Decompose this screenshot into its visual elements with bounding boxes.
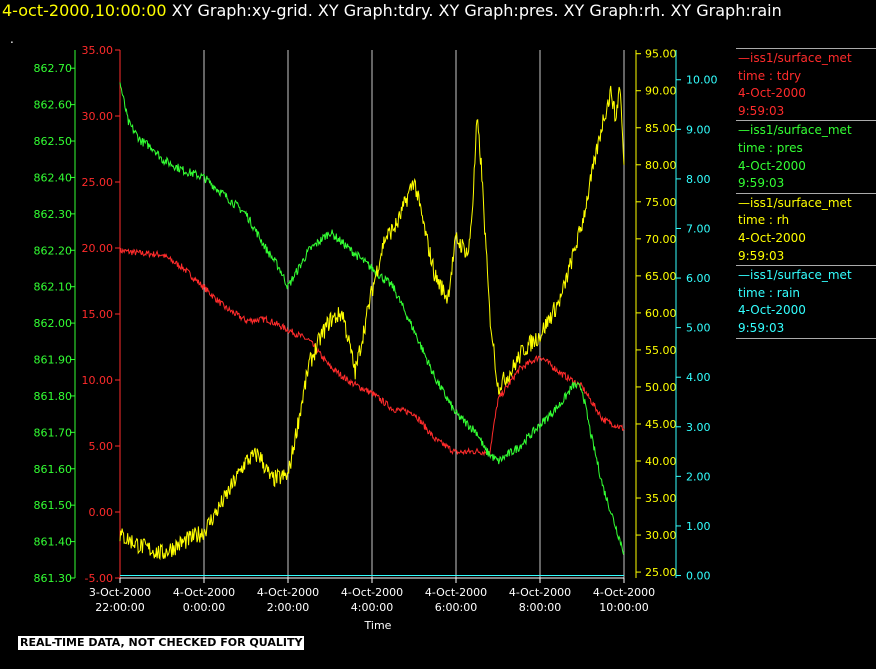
legend-name: —iss1/surface_met xyxy=(738,195,852,210)
x-tick-label-date: 3-Oct-2000 xyxy=(89,586,151,599)
pres-tick-label: 862.50 xyxy=(34,135,73,148)
tdry-tick-label: 0.00 xyxy=(89,506,114,519)
rain-tick-label: 0.00 xyxy=(686,570,711,583)
pres-tick-label: 862.00 xyxy=(34,317,73,330)
pres-tick-label: 862.60 xyxy=(34,99,73,112)
rh-tick-label: 75.00 xyxy=(645,196,677,209)
legend-date: 4-Oct-2000 xyxy=(738,86,806,101)
x-tick-label-time: 0:00:00 xyxy=(183,601,225,614)
pres-tick-label: 861.60 xyxy=(34,463,73,476)
x-tick-label-date: 4-Oct-2000 xyxy=(341,586,403,599)
tdry-tick-label: 10.00 xyxy=(82,374,114,387)
rh-tick-label: 85.00 xyxy=(645,122,677,135)
pres-tick-label: 861.30 xyxy=(34,572,73,585)
rh-tick-label: 55.00 xyxy=(645,344,677,357)
rh-tick-label: 65.00 xyxy=(645,270,677,283)
series-line-tdry xyxy=(119,247,625,457)
pres-tick-label: 862.40 xyxy=(34,171,73,184)
rain-tick-label: 4.00 xyxy=(686,371,711,384)
legend-date: 4-Oct-2000 xyxy=(738,230,806,245)
rain-tick-label: 6.00 xyxy=(686,272,711,285)
rh-tick-label: 45.00 xyxy=(645,418,677,431)
pres-tick-label: 862.70 xyxy=(34,62,73,75)
title-graph-list: XY Graph:xy-grid. XY Graph:tdry. XY Grap… xyxy=(171,1,782,20)
rh-tick-label: 25.00 xyxy=(645,566,677,579)
rh-tick-label: 35.00 xyxy=(645,492,677,505)
rain-tick-label: 9.00 xyxy=(686,123,711,136)
x-tick-label-date: 4-Oct-2000 xyxy=(509,586,571,599)
legend: —iss1/surface_met time : tdry 4-Oct-2000 9:… xyxy=(736,48,876,340)
legend-time: 9:59:03 xyxy=(738,103,785,118)
x-tick-label-time: 6:00:00 xyxy=(435,601,477,614)
legend-var: time : rh xyxy=(738,213,790,228)
legend-var: time : tdry xyxy=(738,68,802,83)
pres-tick-label: 861.40 xyxy=(34,536,73,549)
legend-var: time : rain xyxy=(738,285,801,300)
rh-tick-label: 40.00 xyxy=(645,455,677,468)
title-dot: . xyxy=(10,32,14,46)
window-title: 4-oct-2000,10:00:00 XY Graph:xy-grid. XY… xyxy=(2,1,782,20)
legend-time: 9:59:03 xyxy=(738,320,785,335)
tdry-tick-label: 5.00 xyxy=(89,440,114,453)
x-tick-label-time: 22:00:00 xyxy=(95,601,144,614)
rain-tick-label: 5.00 xyxy=(686,322,711,335)
rain-tick-label: 10.00 xyxy=(686,74,718,87)
rh-tick-label: 60.00 xyxy=(645,307,677,320)
rh-tick-label: 70.00 xyxy=(645,233,677,246)
pres-tick-label: 861.80 xyxy=(34,390,73,403)
legend-name: —iss1/surface_met xyxy=(738,123,852,138)
rh-tick-label: 50.00 xyxy=(645,381,677,394)
legend-date: 4-Oct-2000 xyxy=(738,303,806,318)
pres-tick-label: 861.70 xyxy=(34,426,73,439)
tdry-tick-label: -5.00 xyxy=(85,572,113,585)
rh-tick-label: 95.00 xyxy=(645,48,677,61)
rain-tick-label: 2.00 xyxy=(686,470,711,483)
series-line-rh xyxy=(119,85,625,561)
series-line-pres xyxy=(119,82,625,556)
tdry-tick-label: 15.00 xyxy=(82,308,114,321)
x-tick-label-time: 8:00:00 xyxy=(519,601,561,614)
tdry-tick-label: 25.00 xyxy=(82,176,114,189)
title-time: 4-oct-2000,10:00:00 xyxy=(2,1,167,20)
x-tick-label-time: 10:00:00 xyxy=(599,601,648,614)
legend-time: 9:59:03 xyxy=(738,248,785,263)
legend-time: 9:59:03 xyxy=(738,176,785,191)
rain-tick-label: 8.00 xyxy=(686,173,711,186)
rain-tick-label: 1.00 xyxy=(686,520,711,533)
quality-disclaimer: REAL-TIME DATA, NOT CHECKED FOR QUALITY xyxy=(18,636,305,650)
legend-var: time : pres xyxy=(738,140,803,155)
tdry-tick-label: 35.00 xyxy=(82,44,114,57)
rh-tick-label: 90.00 xyxy=(645,85,677,98)
rh-tick-label: 80.00 xyxy=(645,159,677,172)
rain-tick-label: 7.00 xyxy=(686,222,711,235)
legend-name: —iss1/surface_met xyxy=(738,268,852,283)
x-tick-label-time: 2:00:00 xyxy=(267,601,309,614)
rain-tick-label: 3.00 xyxy=(686,421,711,434)
rh-tick-label: 30.00 xyxy=(645,529,677,542)
pres-tick-label: 862.10 xyxy=(34,281,73,294)
pres-tick-label: 862.30 xyxy=(34,208,73,221)
x-tick-label-date: 4-Oct-2000 xyxy=(257,586,319,599)
legend-divider xyxy=(736,337,876,340)
pres-tick-label: 861.90 xyxy=(34,354,73,367)
legend-date: 4-Oct-2000 xyxy=(738,158,806,173)
x-tick-label-date: 4-Oct-2000 xyxy=(173,586,235,599)
pres-tick-label: 861.50 xyxy=(34,499,73,512)
legend-name: —iss1/surface_met xyxy=(738,51,852,65)
x-tick-label-time: 4:00:00 xyxy=(351,601,393,614)
pres-tick-label: 862.20 xyxy=(34,244,73,257)
tdry-tick-label: 30.00 xyxy=(82,110,114,123)
x-tick-label-date: 4-Oct-2000 xyxy=(593,586,655,599)
x-axis-title: Time xyxy=(364,619,392,632)
x-tick-label-date: 4-Oct-2000 xyxy=(425,586,487,599)
tdry-tick-label: 20.00 xyxy=(82,242,114,255)
